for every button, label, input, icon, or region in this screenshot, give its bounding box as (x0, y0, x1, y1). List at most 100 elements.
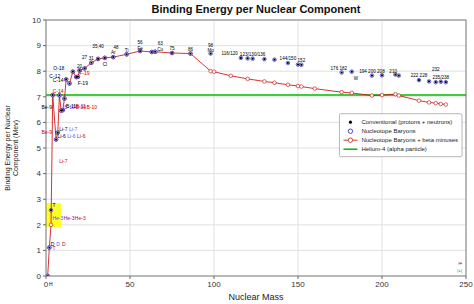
annotation: F-19 (79, 70, 90, 76)
tick-label: 250 (459, 280, 473, 289)
annotation: 48 (113, 45, 119, 50)
point (150, 50, 154, 54)
x-axis-label: Nuclear Mass (228, 292, 284, 302)
point (273, 81, 277, 85)
legend-swatch (343, 148, 357, 150)
point (63, 97, 67, 101)
annotation: 152 (298, 58, 306, 63)
point (104, 57, 106, 59)
annotation: O-18 (53, 65, 64, 71)
point (111, 55, 115, 59)
series-0 (47, 50, 447, 276)
tick (43, 173, 46, 174)
series-2 (46, 49, 448, 276)
tick-label: 1 (37, 246, 42, 255)
title: Binding Energy per Nuclear Component (151, 3, 360, 15)
annotation: B-10 (75, 104, 86, 110)
point (300, 85, 304, 89)
annotation: Li-6 (57, 133, 66, 139)
point (340, 90, 344, 94)
point (380, 93, 384, 97)
annotation: Li-7 (59, 126, 68, 132)
point (189, 52, 193, 56)
annotation: 123/130/136 (240, 52, 266, 57)
legend: Conventional (protons + neutrons) Nucleot… (339, 114, 462, 157)
series-1 (46, 49, 448, 276)
annotation: 176 182 (331, 66, 348, 71)
point (90, 61, 94, 65)
grid-line (46, 45, 466, 46)
tick (382, 276, 383, 279)
legend-label: Nucleotope Baryons (361, 128, 415, 134)
point (64, 78, 68, 82)
legend-label: Nucleotope Baryons + beta minuses (361, 137, 458, 143)
reference-line (46, 94, 466, 96)
point (397, 94, 401, 98)
tick (43, 20, 46, 21)
point (71, 70, 75, 74)
annotation: Li-6 (67, 133, 76, 139)
tick-label: 2 (37, 221, 42, 230)
point (350, 91, 354, 95)
point (427, 101, 431, 105)
point (170, 51, 174, 55)
point (189, 52, 191, 54)
point (84, 67, 86, 69)
point (251, 57, 255, 61)
annotation: Be-9 (42, 129, 53, 135)
point (434, 80, 438, 84)
annotation: 194 200 208 (359, 69, 385, 74)
point (439, 102, 443, 106)
point (246, 57, 250, 61)
data-layer (46, 49, 466, 276)
annotation: 116/120 (222, 51, 239, 56)
point (64, 78, 68, 82)
point (90, 62, 92, 64)
point (394, 92, 398, 96)
point (286, 61, 290, 65)
annotation: 86 (188, 47, 194, 52)
tick-label: 7 (37, 93, 42, 102)
annotation: 31 (89, 56, 95, 61)
point (189, 52, 193, 56)
tick-label: 200 (375, 280, 389, 289)
annotation: Cu (157, 47, 163, 52)
point (68, 82, 70, 84)
grid (46, 20, 466, 276)
tick-label: 4 (37, 169, 42, 178)
point (263, 80, 267, 84)
series-line (48, 51, 446, 276)
legend-item: Helium-4 (alpha particle) (343, 146, 426, 152)
grid-line (46, 224, 466, 225)
annotation: 63 (158, 41, 164, 46)
annotation: 20 (77, 64, 83, 69)
tick-label: 6 (37, 118, 42, 127)
point (440, 81, 442, 83)
annotation: Li-7 (59, 158, 68, 164)
point (63, 97, 67, 101)
annotation: B-11 (76, 103, 86, 109)
annotations: HDDDTHe-3He-3He-3TLi-6Li-6Li-6Li-7Li-7Li… (42, 40, 450, 287)
tick (214, 276, 215, 279)
point (381, 74, 383, 76)
annotation: 210 (389, 69, 397, 74)
point (246, 77, 250, 81)
point (247, 57, 249, 59)
grid-line (46, 199, 466, 200)
grid-line (46, 71, 466, 72)
point (103, 56, 107, 60)
tick-label: 50 (126, 280, 135, 289)
legend-swatch (348, 138, 352, 142)
legend-swatch (349, 121, 352, 124)
tick (43, 45, 46, 46)
annotation: 56 (138, 40, 144, 45)
point (151, 51, 153, 53)
tick (130, 276, 131, 279)
legend-label: Conventional (protons + neutrons) (361, 119, 452, 125)
annotation: C-14 (53, 88, 64, 94)
tick (43, 96, 46, 97)
point (297, 63, 299, 65)
point (150, 50, 154, 54)
annotation: He-3 (75, 215, 86, 221)
point (50, 209, 52, 211)
